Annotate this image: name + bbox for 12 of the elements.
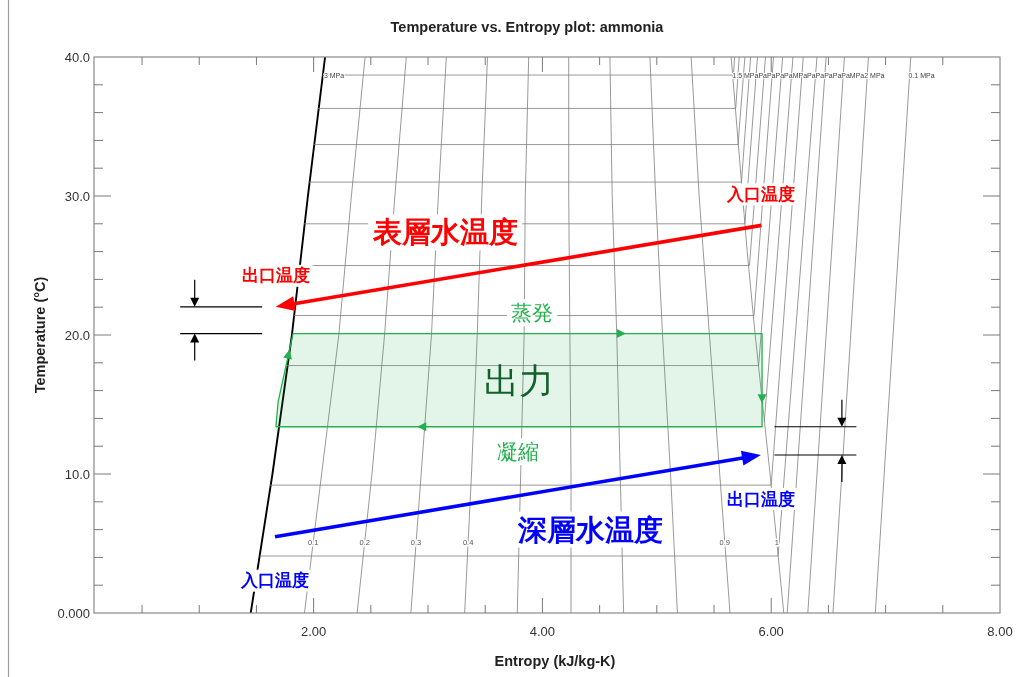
annotation: 蒸発 [511, 301, 554, 325]
annotation: 深層水温度 [518, 513, 664, 546]
annotation: 表層水温度 [373, 216, 519, 249]
title: Temperature vs. Entropy plot: ammonia [390, 19, 664, 35]
annotation: 出力 [483, 360, 554, 400]
annotation: 出口温度 [726, 489, 795, 509]
annotation: 入口温度 [727, 184, 796, 204]
annotation: 出口温度 [241, 266, 310, 286]
xlabel: Entropy (kJ/kg-K) [494, 653, 616, 669]
annotation: 凝縮 [497, 440, 540, 464]
ylabel: Temperature (°C) [32, 276, 48, 394]
annotation: 入口温度 [241, 571, 309, 591]
